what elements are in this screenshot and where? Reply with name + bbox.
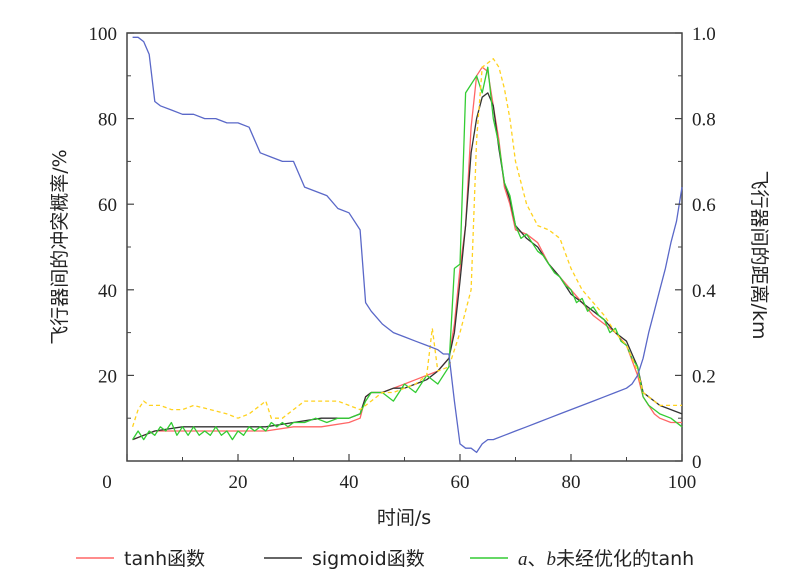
- y-left-axis-title: 飞行器间的冲突概率/%: [49, 149, 71, 344]
- x-axis-title: 时间/s: [377, 507, 431, 529]
- series-line-2: [132, 66, 683, 441]
- y-left-tick-label: 20: [98, 366, 117, 387]
- x-tick-label: 40: [340, 472, 359, 493]
- x-tick-label: 80: [562, 472, 581, 493]
- legend-label-ab-tanh: a、b未经优化的tanh: [518, 548, 694, 570]
- legend-sep: 、: [528, 548, 547, 570]
- legend-b: b: [547, 549, 557, 570]
- legend-a: a: [518, 549, 528, 570]
- y-right-tick-label: 1.0: [692, 24, 716, 45]
- y-right-axis-title: 飞行器间的距离/km: [748, 171, 770, 340]
- x-tick-label: 60: [451, 472, 470, 493]
- series-line-0: [132, 66, 682, 441]
- y-left-tick-label: 60: [98, 195, 117, 216]
- y-right-tick-label: 0: [692, 452, 702, 473]
- y-right-tick-label: 0.8: [692, 110, 716, 131]
- legend-label-sigmoid: sigmoid函数: [312, 548, 425, 570]
- y-left-tick-label: 40: [98, 281, 117, 302]
- x-tick-label: 100: [668, 472, 697, 493]
- origin-label: 0: [102, 472, 112, 493]
- legend: tanh函数 sigmoid函数 a、b未经优化的tanh: [76, 548, 694, 570]
- legend-label-tanh: tanh函数: [124, 548, 205, 570]
- x-tick-label: 20: [229, 472, 248, 493]
- series-line-4: [132, 36, 683, 454]
- series-line-3: [131, 58, 682, 427]
- series-layer: [131, 36, 683, 454]
- plot-frame: [126, 32, 683, 462]
- y-right-tick-label: 0.2: [692, 366, 716, 387]
- y-left-tick-label: 80: [98, 110, 117, 131]
- legend-rest: 未经优化的tanh: [556, 548, 694, 570]
- y-right-tick-label: 0.4: [692, 281, 716, 302]
- y-right-tick-label: 0.6: [692, 195, 716, 216]
- y-left-tick-label: 100: [89, 24, 118, 45]
- series-line-1: [132, 92, 683, 441]
